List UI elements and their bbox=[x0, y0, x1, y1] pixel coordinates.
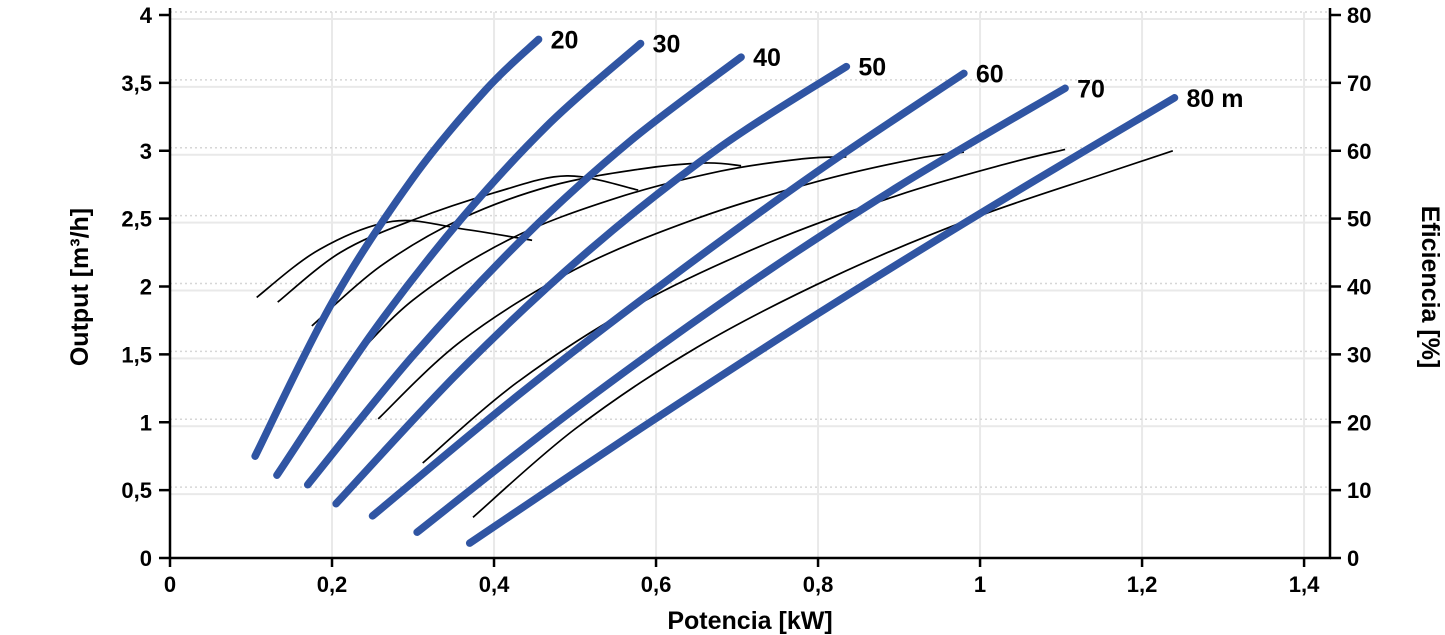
efficiency-curve-30 bbox=[277, 175, 639, 303]
efficiency-curve-50 bbox=[341, 156, 847, 373]
y-right-tick-label: 40 bbox=[1347, 275, 1371, 300]
y-right-tick-label: 50 bbox=[1347, 207, 1371, 232]
y-left-tick-label: 0,5 bbox=[121, 478, 152, 503]
efficiency-curve-60 bbox=[377, 151, 965, 420]
y-right-tick-label: 20 bbox=[1347, 410, 1371, 435]
efficiency-curve-70 bbox=[422, 148, 1066, 464]
y-right-tick-label: 80 bbox=[1347, 3, 1371, 28]
y-right-tick-label: 10 bbox=[1347, 478, 1371, 503]
x-tick-label: 1 bbox=[974, 572, 986, 597]
pump-curve-70-label: 70 bbox=[1077, 75, 1105, 103]
pump-curves bbox=[251, 35, 1179, 547]
x-tick-label: 0 bbox=[164, 572, 176, 597]
y-left-tick-label: 0 bbox=[140, 546, 152, 571]
curve-labels: 20 30 40 50 60 70 80 m bbox=[551, 26, 1244, 112]
pump-curve-80 bbox=[465, 94, 1179, 547]
pump-curve-60 bbox=[368, 69, 968, 520]
x-tick-label: 0,2 bbox=[317, 572, 348, 597]
y-right-tick-label: 0 bbox=[1347, 546, 1359, 571]
x-tick-label: 0,4 bbox=[479, 572, 510, 597]
y-left-tick-label: 3,5 bbox=[121, 71, 152, 96]
axes: 0 0,2 0,4 0,6 0,8 1 1,2 1,400,511,522,533,54010… bbox=[121, 3, 1371, 597]
y-right-tick-label: 60 bbox=[1347, 139, 1371, 164]
pump-curve-20 bbox=[251, 35, 543, 460]
y-right-tick-label: 70 bbox=[1347, 71, 1371, 96]
efficiency-curve-80 bbox=[472, 149, 1174, 518]
pump-curve-30-label: 30 bbox=[653, 31, 681, 59]
y-left-tick-label: 2 bbox=[140, 275, 152, 300]
y-right-tick-label: 30 bbox=[1347, 342, 1371, 367]
x-tick-label: 0,8 bbox=[803, 572, 834, 597]
pump-curve-40 bbox=[303, 53, 745, 489]
pump-curve-50-label: 50 bbox=[858, 54, 886, 82]
pump-curve-60-label: 60 bbox=[976, 60, 1004, 88]
x-tick-label: 1,4 bbox=[1289, 572, 1320, 597]
x-tick-label: 0,6 bbox=[641, 572, 672, 597]
x-tick-label: 1,2 bbox=[1127, 572, 1158, 597]
pump-curve-80-label: 80 m bbox=[1186, 85, 1243, 113]
y-left-tick-label: 1,5 bbox=[121, 342, 152, 367]
pump-curve-70 bbox=[413, 84, 1069, 536]
y-axis-right-title: Eficiencia [%] bbox=[1416, 206, 1444, 369]
pump-curve-40-label: 40 bbox=[753, 44, 781, 72]
y-left-tick-label: 4 bbox=[140, 3, 153, 28]
y-axis-left-title: Output [m³/h] bbox=[66, 208, 94, 366]
pump-curve-20-label: 20 bbox=[551, 26, 579, 54]
pump-curve-50 bbox=[332, 62, 851, 508]
y-left-tick-label: 1 bbox=[140, 410, 152, 435]
x-axis-title: Potencia [kW] bbox=[667, 607, 832, 635]
y-left-tick-label: 2,5 bbox=[121, 207, 152, 232]
pump-curve-30 bbox=[273, 39, 645, 479]
y-left-tick-label: 3 bbox=[140, 139, 152, 164]
efficiency-curve-20 bbox=[256, 219, 533, 299]
